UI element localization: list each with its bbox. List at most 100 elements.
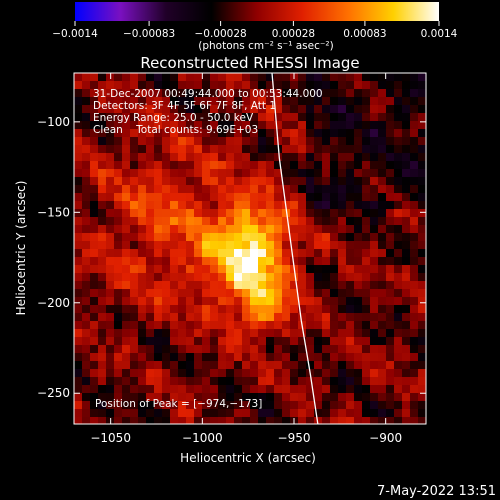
heatmap-cell [354,73,363,82]
heatmap-cell [186,377,195,386]
heatmap-cell [226,257,235,266]
heatmap-cell [90,233,99,242]
heatmap-cell [186,297,195,306]
heatmap-cell [298,385,307,394]
heatmap-cell [90,321,99,330]
heatmap-cell [98,201,107,210]
heatmap-cell [266,169,275,178]
heatmap-cell [330,353,339,362]
heatmap-cell [354,81,363,90]
heatmap-cell [282,89,291,98]
heatmap-cell [130,321,139,330]
heatmap-cell [402,281,411,290]
heatmap-cell [194,385,203,394]
heatmap-cell [218,225,227,234]
heatmap-cell [402,249,411,258]
heatmap-cell [306,297,315,306]
heatmap-cell [386,233,395,242]
heatmap-cell [378,193,387,202]
heatmap-cell [298,393,307,402]
heatmap-cell [338,329,347,338]
heatmap-cell [130,89,139,98]
heatmap-cell [346,129,355,138]
heatmap-cell [162,241,171,250]
heatmap-cell [122,185,131,194]
heatmap-cell [226,305,235,314]
heatmap-cell [138,225,147,234]
heatmap-cell [402,273,411,282]
heatmap-cell [418,401,426,410]
heatmap-cell [258,73,267,82]
heatmap-cell [74,321,83,330]
heatmap-cell [290,241,299,250]
heatmap-cell [202,401,211,410]
heatmap-cell [218,185,227,194]
heatmap-cell [290,81,299,90]
heatmap-cell [242,329,251,338]
heatmap-cell [370,89,379,98]
heatmap-cell [354,209,363,218]
heatmap-cell [162,265,171,274]
heatmap-cell [346,361,355,370]
heatmap-cell [378,337,387,346]
heatmap-cell [130,217,139,226]
heatmap-cell [170,369,179,378]
heatmap-cell [186,257,195,266]
heatmap-cell [202,193,211,202]
heatmap-cell [338,321,347,330]
heatmap-cell [186,289,195,298]
heatmap-cell [370,345,379,354]
heatmap-cell [346,385,355,394]
heatmap-cell [378,177,387,186]
heatmap-cell [330,281,339,290]
heatmap-cell [250,377,259,386]
heatmap-cell [274,121,283,130]
heatmap-cell [410,417,419,424]
heatmap-cell [170,129,179,138]
heatmap-cell [394,297,403,306]
heatmap-cell [346,217,355,226]
heatmap-cell [298,225,307,234]
heatmap-cell [162,209,171,218]
heatmap-cell [354,97,363,106]
heatmap-cell [394,273,403,282]
heatmap-cell [282,185,291,194]
heatmap-cell [418,121,426,130]
heatmap-cell [242,209,251,218]
heatmap-cell [106,273,115,282]
heatmap-cell [362,297,371,306]
heatmap-cell [386,345,395,354]
heatmap-cell [74,409,83,418]
heatmap-cell [210,241,219,250]
heatmap-cell [282,273,291,282]
heatmap-cell [322,345,331,354]
heatmap-cell [394,393,403,402]
heatmap-cell [82,313,91,322]
heatmap-cell [138,217,147,226]
heatmap-cell [210,217,219,226]
heatmap-cell [386,121,395,130]
heatmap-cell [346,313,355,322]
heatmap-cell [290,153,299,162]
heatmap-cell [138,377,147,386]
heatmap-cell [98,185,107,194]
heatmap-cell [130,289,139,298]
heatmap-cell [178,265,187,274]
heatmap-cell [322,217,331,226]
heatmap-cell [234,409,243,418]
heatmap-cell [162,385,171,394]
heatmap-cell [98,241,107,250]
heatmap-cell [250,273,259,282]
heatmap-cell [82,137,91,146]
heatmap-cell [338,313,347,322]
heatmap-cell [234,273,243,282]
heatmap-cell [298,233,307,242]
heatmap-cell [74,361,83,370]
heatmap-cell [74,97,83,106]
heatmap-cell [74,345,83,354]
heatmap-cell [122,217,131,226]
heatmap-cell [146,233,155,242]
heatmap-cell [234,393,243,402]
heatmap-cell [106,161,115,170]
